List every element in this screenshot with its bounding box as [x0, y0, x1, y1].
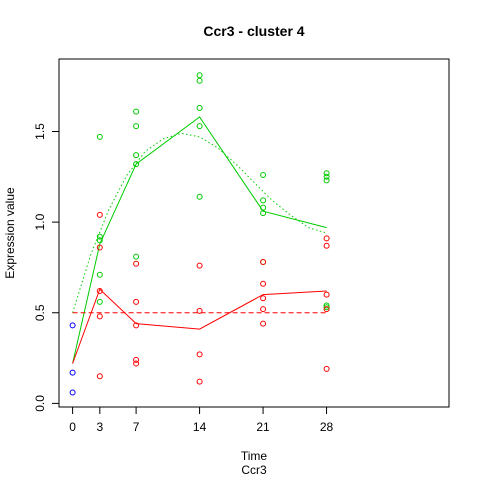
- data-point-green: [323, 173, 330, 180]
- data-point-green: [196, 123, 203, 130]
- x-axis-label: Time: [241, 449, 268, 463]
- data-point-red: [196, 351, 203, 358]
- data-point-green: [196, 77, 203, 84]
- x-tick-label: 14: [193, 420, 207, 434]
- data-point-red: [260, 295, 267, 302]
- data-point-red: [260, 320, 267, 327]
- data-point-red: [133, 360, 140, 367]
- data-point-red: [133, 356, 140, 363]
- data-point-green: [260, 210, 267, 217]
- data-point-green: [323, 304, 330, 311]
- data-point-red: [133, 298, 140, 305]
- data-point-red: [323, 235, 330, 242]
- series-line-dotted: [72, 132, 327, 313]
- data-point-green: [96, 271, 103, 278]
- data-point-green: [96, 237, 103, 244]
- x-tick-label: 21: [256, 420, 270, 434]
- data-point-red: [96, 211, 103, 218]
- data-point-red: [196, 378, 203, 385]
- y-axis-label: Expression value: [3, 187, 17, 279]
- x-axis: 0 3 7 14 21 28: [69, 406, 334, 434]
- data-point-green: [260, 172, 267, 178]
- data-point-green: [323, 170, 330, 177]
- data-point-red: [196, 307, 203, 314]
- y-tick-label: 0.0: [33, 395, 47, 412]
- series-line-solid: [72, 116, 327, 364]
- data-point-green: [323, 302, 330, 309]
- y-axis: 0.0 0.5 1.0 1.5: [33, 123, 60, 412]
- data-point-green: [323, 177, 330, 184]
- data-point-green: [133, 123, 140, 130]
- x-tick-label: 28: [320, 420, 334, 434]
- data-point-green: [133, 161, 140, 168]
- y-tick-label: 0.5: [33, 304, 47, 321]
- y-tick-label: 1.0: [33, 213, 47, 230]
- data-point-red: [260, 280, 267, 287]
- data-point-red: [260, 259, 267, 265]
- data-points: [69, 72, 330, 396]
- data-point-red: [96, 313, 103, 320]
- data-point-red: [323, 242, 330, 249]
- data-point-green: [96, 233, 103, 240]
- plot-frame: [58, 58, 450, 408]
- y-tick-label: 1.5: [33, 123, 47, 140]
- data-point-green: [133, 108, 140, 115]
- data-point-red: [260, 306, 267, 313]
- data-point-red: [96, 244, 103, 251]
- data-point-red: [196, 262, 203, 269]
- chart-title: Ccr3 - cluster 4: [203, 23, 304, 39]
- series-line-solid: [72, 288, 327, 364]
- data-point-baseline: [69, 389, 76, 396]
- series-lines: [72, 116, 327, 364]
- data-point-baseline: [69, 322, 76, 329]
- data-point-green: [260, 204, 267, 211]
- data-point-green: [260, 197, 267, 204]
- data-point-red: [323, 365, 330, 372]
- data-point-green: [196, 193, 203, 200]
- data-point-green: [96, 298, 103, 305]
- data-point-red: [323, 306, 330, 313]
- data-point-baseline: [69, 369, 76, 376]
- data-point-green: [196, 72, 203, 79]
- data-point-green: [133, 253, 140, 260]
- data-point-red: [133, 322, 140, 329]
- x-axis-sublabel: Ccr3: [241, 463, 267, 477]
- x-tick-label: 0: [69, 420, 76, 434]
- data-point-red: [96, 288, 103, 294]
- x-tick-label: 3: [96, 420, 103, 434]
- data-point-green: [133, 152, 140, 159]
- data-point-red: [323, 291, 330, 298]
- x-tick-label: 7: [133, 420, 140, 434]
- data-point-green: [96, 133, 103, 140]
- data-point-red: [96, 373, 103, 380]
- data-point-red: [133, 260, 140, 267]
- data-point-green: [196, 104, 203, 111]
